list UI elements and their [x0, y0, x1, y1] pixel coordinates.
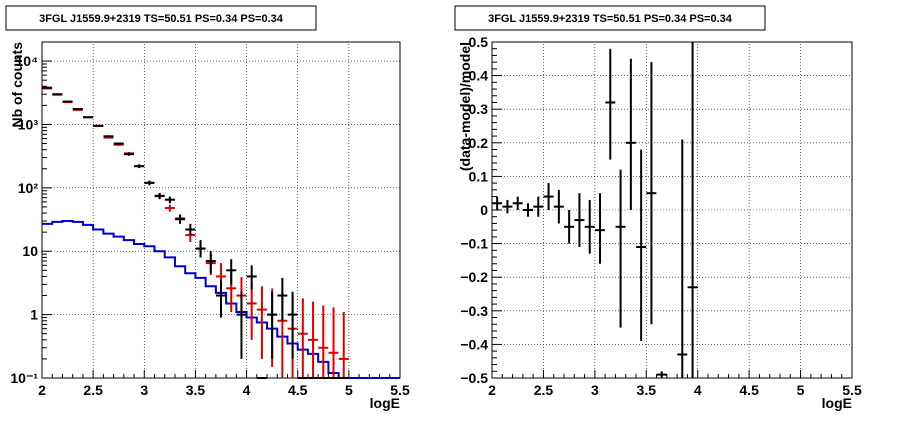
- residual-x-tick-label: 4.5: [739, 382, 759, 398]
- counts-y-tick-label: 10³: [18, 116, 39, 132]
- counts-x-tick-label: 5: [345, 382, 353, 398]
- residual-y-tick-label: −0.5: [460, 370, 488, 386]
- residual-y-tick-label: 0.2: [469, 135, 489, 151]
- counts-y-tick-label: 1: [30, 307, 38, 323]
- counts-panel: 2 2.5 3 3.5 4 4.5 5 5.5 10⁻¹ 1 10 10² 10³ 10⁴ 3FGL J1…: [5, 5, 410, 411]
- residual-x-tick-label: 5.5: [842, 382, 862, 398]
- counts-grid: [42, 42, 400, 378]
- residual-y-tick-label: 0: [480, 202, 488, 218]
- counts-title: 3FGL J1559.9+2319 TS=50.51 PS=0.34 PS=0.…: [39, 13, 284, 25]
- residual-y-tick-label: −0.3: [460, 303, 488, 319]
- residual-x-tick-label: 3: [591, 382, 599, 398]
- counts-x-axis-title: logE: [370, 395, 400, 411]
- counts-x-tick-label: 3.5: [186, 382, 206, 398]
- residual-x-tick-label: 2: [488, 382, 496, 398]
- counts-x-tick-label: 4.5: [288, 382, 308, 398]
- counts-x-tick-label: 2: [38, 382, 46, 398]
- counts-model-line: [42, 219, 400, 379]
- counts-y-tick-label: 10⁴: [16, 53, 39, 69]
- residual-series: [492, 42, 698, 378]
- residual-title: 3FGL J1559.9+2319 TS=50.51 PS=0.34 PS=0.…: [488, 13, 733, 25]
- residual-y-tick-label: −0.4: [460, 336, 488, 352]
- residual-y-tick-label: 0.4: [469, 68, 489, 84]
- counts-y-tick-label: 10: [22, 243, 38, 259]
- counts-y-tick-label: 10⁻¹: [10, 370, 38, 386]
- residual-y-tick-label: 0.3: [469, 101, 489, 117]
- counts-blue-step-line: [42, 219, 400, 379]
- counts-x-tick-label: 2.5: [83, 382, 103, 398]
- counts-title-box: [5, 5, 317, 31]
- residual-title-box: [454, 5, 766, 31]
- residual-y-tick-label: 0.5: [469, 34, 489, 50]
- residual-x-tick-label: 4: [694, 382, 702, 398]
- counts-x-tick-label: 5.5: [390, 382, 410, 398]
- residual-panel: 2 2.5 3 3.5 4 4.5 5 5.5 −0.5 −0.4 −0.3 −0.2 −0.1 0 0.1…: [454, 5, 862, 411]
- residual-y-tick-label: −0.1: [460, 236, 488, 252]
- counts-y-tick-label: 10²: [18, 180, 39, 196]
- counts-axes: 2 2.5 3 3.5 4 4.5 5 5.5 10⁻¹ 1 10 10² 10³ 10⁴: [10, 53, 410, 398]
- counts-x-tick-label: 3: [140, 382, 148, 398]
- residual-x-axis-title: logE: [822, 395, 852, 411]
- counts-y-axis-title: Nb of counts: [9, 42, 25, 128]
- residual-x-tick-label: 2.5: [534, 382, 554, 398]
- residual-y-axis-title: (data-model)/model: [457, 42, 473, 171]
- residual-axes: 2 2.5 3 3.5 4 4.5 5 5.5 −0.5 −0.4 −0.3 −0.2 −0.1 0 0.1…: [460, 34, 862, 398]
- residual-x-tick-label: 5: [797, 382, 805, 398]
- residual-x-tick-label: 3.5: [637, 382, 657, 398]
- residual-y-tick-label: 0.1: [469, 168, 489, 184]
- counts-x-tick-label: 4: [243, 382, 251, 398]
- counts-black-series: [42, 86, 349, 379]
- counts-plot-frame: [41, 41, 401, 379]
- residual-y-tick-label: −0.2: [460, 269, 488, 285]
- residual-grid: [492, 42, 852, 378]
